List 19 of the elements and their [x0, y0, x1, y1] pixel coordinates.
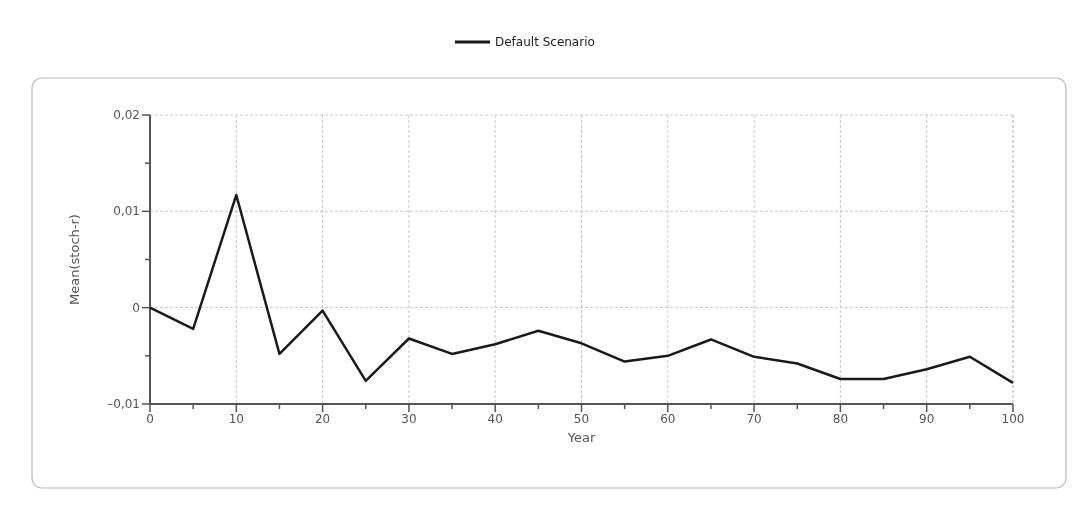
line-series — [148, 193, 1015, 385]
x-tick-label: 10 — [228, 412, 244, 426]
x-tick-label: 0 — [146, 412, 154, 426]
y-axis-title: Mean(stoch-r) — [67, 214, 82, 305]
x-tick-label: 100 — [1001, 412, 1025, 426]
y-tick-label: 0,01 — [113, 204, 140, 219]
x-tick-label: 90 — [919, 412, 935, 426]
x-tick-label: 30 — [401, 412, 417, 426]
y-tick-label: 0 — [132, 300, 140, 315]
x-tick-label: 20 — [314, 412, 331, 426]
x-tick-label: 80 — [832, 412, 849, 426]
x-tick-label: 60 — [660, 412, 676, 426]
y-tick-label: 0,02 — [113, 108, 140, 122]
x-tick-label: 40 — [487, 412, 503, 426]
x-tick-label: 70 — [746, 412, 762, 426]
y-tick-label: –0,01 — [107, 397, 140, 411]
x-axis-title: Year — [566, 430, 596, 445]
x-tick-label: 50 — [573, 412, 590, 426]
legend-label: Default Scenario — [495, 35, 595, 49]
